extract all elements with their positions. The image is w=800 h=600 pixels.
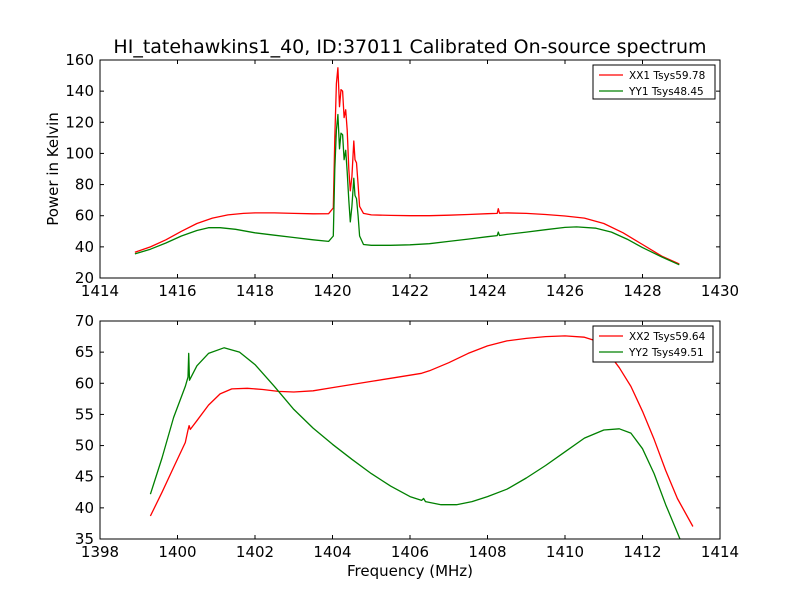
- top-legend: XX1 Tsys59.78 YY1 Tsys48.45: [592, 64, 716, 100]
- top-y-tick-label: 140: [65, 82, 94, 100]
- top-legend-box: [592, 64, 716, 100]
- bottom-y-tick-label: 55: [75, 405, 94, 423]
- top-x-tick-label: 1420: [313, 282, 351, 300]
- bottom-y-tick-label: 70: [75, 312, 94, 330]
- bottom-series-1-line: [149, 335, 694, 527]
- top-panel: 1414 1416 1418 1420 1422 1424 1426 1428 1430 20 40…: [44, 51, 739, 300]
- top-series-2-line: [134, 113, 680, 266]
- top-y-tick-label: 100: [65, 144, 94, 162]
- bottom-y-tick-label: 60: [75, 374, 94, 392]
- bottom-panel: 1398 1400 1402 1404 1406 1408 1410 1412 1414 35 40…: [75, 312, 739, 580]
- top-y-tick-label: 40: [75, 238, 94, 256]
- top-x-tick-label: 1426: [546, 282, 584, 300]
- bottom-y-tick-label: 35: [75, 530, 94, 548]
- bottom-legend-label-2: YY2 Tsys49.51: [628, 347, 704, 359]
- top-series-1-line: [134, 67, 680, 265]
- bottom-x-tick-label: 1398: [81, 543, 119, 561]
- bottom-legend-label-1: XX2 Tsys59.64: [629, 331, 706, 343]
- top-y-tick-label: 20: [75, 269, 94, 287]
- top-x-tick-label: 1424: [468, 282, 506, 300]
- bottom-x-tick-label: 1408: [468, 543, 506, 561]
- bottom-legend-box: [592, 325, 714, 363]
- top-y-tick-label: 60: [75, 207, 94, 225]
- top-x-tick-label: 1428: [623, 282, 661, 300]
- bottom-y-tick-label: 40: [75, 499, 94, 517]
- bottom-x-tick-label: 1410: [546, 543, 584, 561]
- bottom-x-axis-label: Frequency (MHz): [347, 562, 473, 580]
- top-x-tick-label: 1422: [391, 282, 429, 300]
- top-x-tick-label: 1418: [236, 282, 274, 300]
- bottom-y-tick-label: 50: [75, 437, 94, 455]
- bottom-series-2-line: [149, 347, 681, 539]
- chart-title: HI_tatehawkins1_40, ID:37011 Calibrated …: [113, 36, 706, 58]
- top-legend-label-2: YY1 Tsys48.45: [628, 86, 704, 98]
- bottom-x-tick-label: 1402: [236, 543, 274, 561]
- top-x-tick-label: 1414: [81, 282, 119, 300]
- bottom-x-tick-label: 1404: [313, 543, 351, 561]
- top-legend-label-1: XX1 Tsys59.78: [629, 70, 705, 82]
- top-y-tick-label: 160: [65, 51, 94, 69]
- bottom-x-tick-label: 1400: [158, 543, 196, 561]
- top-x-tick-label: 1430: [701, 282, 739, 300]
- top-y-axis-label: Power in Kelvin: [44, 112, 62, 226]
- bottom-y-tick-label: 45: [75, 468, 94, 486]
- top-y-tick-label: 120: [65, 113, 94, 131]
- bottom-x-tick-label: 1406: [391, 543, 429, 561]
- bottom-legend: XX2 Tsys59.64 YY2 Tsys49.51: [592, 325, 714, 363]
- bottom-y-tick-label: 65: [75, 343, 94, 361]
- bottom-x-tick-label: 1412: [623, 543, 661, 561]
- bottom-x-tick-label: 1414: [701, 543, 739, 561]
- top-x-tick-label: 1416: [158, 282, 196, 300]
- top-y-tick-label: 80: [75, 176, 94, 194]
